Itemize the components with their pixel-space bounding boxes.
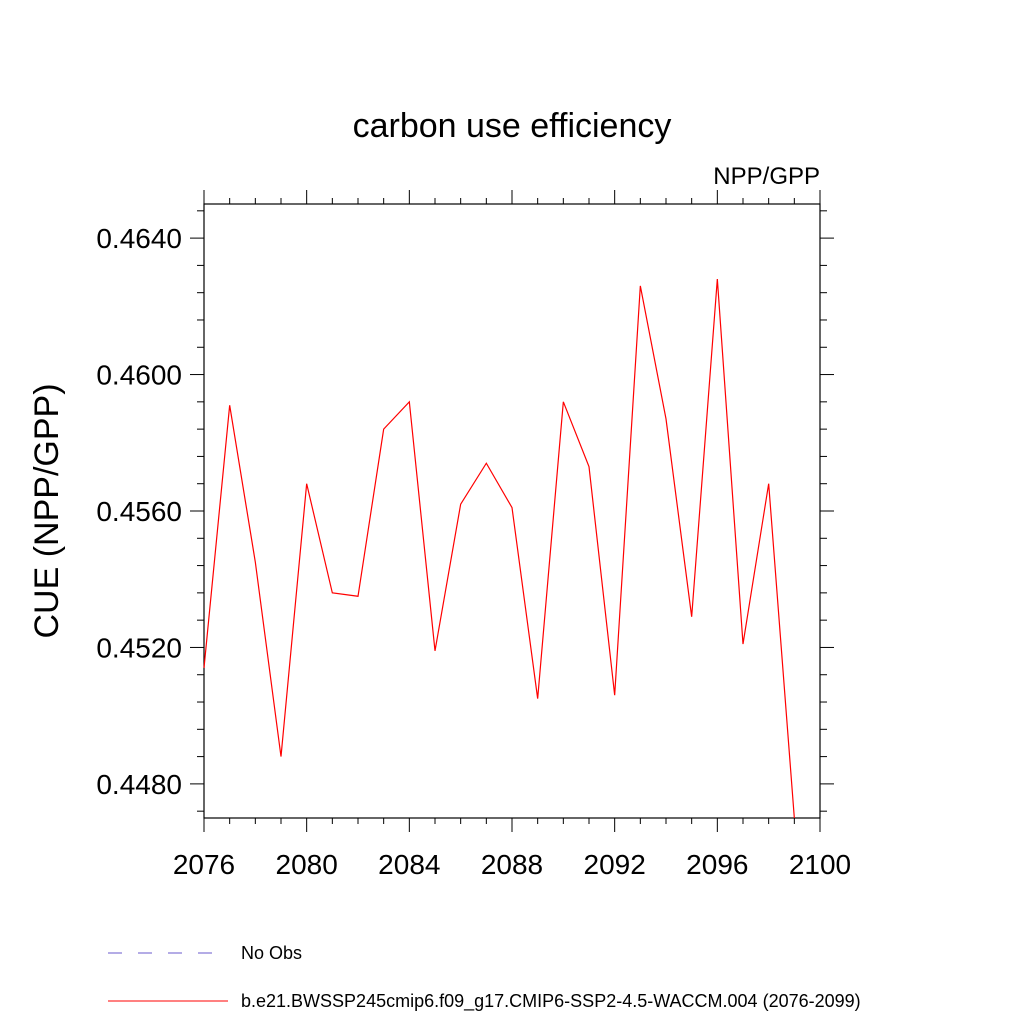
y-tick-label-0.4520: 0.4520 [96,632,182,663]
series-line-0 [203,278,795,819]
x-tick-label-2076: 2076 [173,849,235,880]
x-tick-label-2080: 2080 [276,849,338,880]
y-axis-label: CUE (NPP/GPP) [28,383,66,638]
series-layer [203,278,795,819]
y-axis: 0.4480 0.4520 0.4560 0.4600 0.4640 [96,210,834,812]
y-tick-label-0.4640: 0.4640 [96,223,182,254]
y-tick-label-0.4600: 0.4600 [96,360,182,391]
x-tick-label-2084: 2084 [378,849,440,880]
x-axis: 2076 2080 2084 2088 2092 2096 2100 [173,190,851,880]
y-tick-label-0.4480: 0.4480 [96,769,182,800]
chart-title: carbon use efficiency [353,107,672,145]
x-tick-label-2088: 2088 [481,849,543,880]
legend-label-no-obs: No Obs [241,943,302,963]
legend: No Obs b.e21.BWSSP245cmip6.f09_g17.CMIP6… [108,943,861,1012]
x-tick-label-2100: 2100 [789,849,851,880]
x-tick-label-2096: 2096 [686,849,748,880]
chart-subtitle: NPP/GPP [713,163,820,190]
y-tick-label-0.4560: 0.4560 [96,496,182,527]
legend-label-model: b.e21.BWSSP245cmip6.f09_g17.CMIP6-SSP2-4… [241,991,861,1012]
x-tick-label-2092: 2092 [584,849,646,880]
